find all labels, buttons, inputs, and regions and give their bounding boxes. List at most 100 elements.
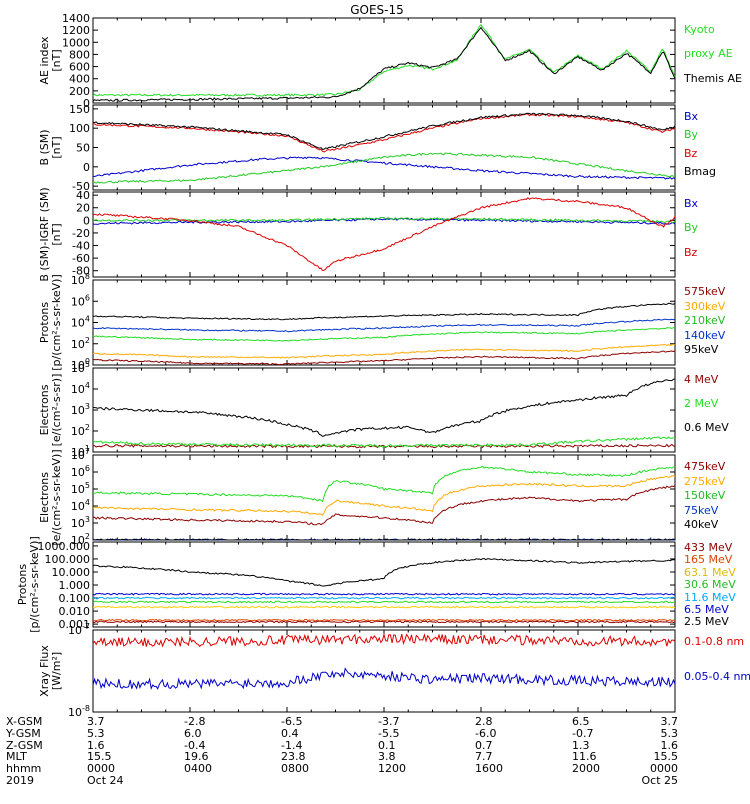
legend-entry: Bz [684,245,698,259]
series-line [92,436,676,448]
series-line [92,156,676,180]
legend-entry: 140keV [684,328,726,342]
y-tick-label: -40 [72,240,90,253]
legend-entry: 275keV [684,474,726,488]
y-tick-label: 600 [69,61,90,74]
legend-entry: Bx [684,110,699,123]
legend-entry: 4 MeV [684,373,719,386]
series-line [92,318,676,333]
series-line [92,196,676,272]
panel-protons_mev: 0.0010.0100.1001.00010.000100.0001000.00… [16,536,676,633]
series-line [92,592,676,596]
legend-entry: 575keV [684,285,726,298]
legend-entry: Bmag [684,164,716,178]
legend-entry: By [684,221,699,235]
series-line [92,217,676,225]
y-tick-label: 100 [69,122,90,135]
y-tick-label: 200 [69,85,90,98]
chart-title: GOES-15 [350,3,404,17]
footer-value: 2000 [572,762,600,776]
legend-entry: 0.1-0.8 nm [684,635,745,648]
footer-value: Oct 25 [641,774,678,787]
legend-entry: 63.1 MeV [684,565,736,579]
y-axis-label: AE index[nT] [38,36,63,85]
footer-value: 6.5 [572,715,590,728]
y-tick-label: 103 [71,402,90,417]
footer-value: 2.8 [475,715,493,728]
y-tick-label: 1000 [62,36,90,49]
y-tick-label: 150 [69,103,90,116]
series-line [92,350,676,366]
y-tick-label: 40 [76,189,90,202]
series-line [92,465,676,503]
legend-entry: 150keV [684,489,726,503]
legend-entry: By [684,128,699,142]
footer-value: -2.8 [184,715,206,728]
panel-frame [92,367,676,453]
y-tick-label: 107 [71,447,90,462]
y-axis-label: Protons[p/(cm²-s-sr-keV)] [16,536,41,633]
series-line [92,113,676,153]
series-line [92,152,676,184]
panel-bsm: -50 0 50 100 150 B (SM)[nT] [38,103,676,193]
series-line [92,475,676,516]
y-axis-label: B (SM)[nT] [38,129,63,165]
y-tick-label: 1400 [62,12,90,25]
legend-entry: 210keV [684,314,726,328]
footer-value: 15.5 [87,750,112,764]
footer-row-label: Z-GSM [6,738,43,752]
footer-value: 5.3 [87,726,105,740]
legend-entry: proxy AE [684,47,733,61]
legend-entry: 165 MeV [684,553,733,567]
footer-value: Oct 24 [87,774,124,787]
series-line [92,484,676,526]
footer-value: -0.4 [184,738,206,752]
y-tick-label: 104 [71,381,90,396]
y-axis-label: B (SM)-IGRF (SM)[nT] [38,187,63,281]
y-tick-label: 1000.000 [38,540,91,553]
legend-entry: Bz [684,146,698,160]
y-axis-label: Electrons[e/(cm²-s-sr)] [38,374,63,447]
y-tick-label: 400 [69,73,90,86]
footer-value: 0000 [87,762,115,776]
y-tick-label: 1200 [62,24,90,37]
y-tick-label: 20 [76,202,90,215]
legend-entry: 40keV [684,518,719,532]
series-line [92,26,676,102]
y-tick-label: 50 [76,142,90,155]
series-line [92,443,676,449]
footer-value: 0.4 [281,726,299,740]
footer-row-label: X-GSM [6,715,43,728]
footer-value: 3.7 [660,715,679,728]
footer-value: 6.0 [184,726,202,740]
y-tick-label: 106 [71,293,90,308]
legend-entry: 2.5 MeV [684,615,729,629]
legend-entry: 11.6 MeV [684,590,736,604]
y-tick-label: -60 [72,252,90,265]
series-line [92,620,676,624]
y-tick-label: 0 [83,161,90,174]
y-tick-label: 108 [71,272,90,287]
y-tick-label: 105 [71,360,90,375]
legend-entry: 475keV [684,460,726,473]
footer-value: -0.7 [572,726,594,740]
series-line [92,605,676,609]
y-tick-label: 102 [71,336,90,351]
series-line [92,112,676,150]
legend-entry: 0.6 MeV [684,421,729,434]
series-line [92,216,676,224]
y-tick-label: 10-7 [68,622,90,637]
series-line [92,557,676,587]
y-tick-label: 0 [83,214,90,227]
footer-value: 5.3 [660,726,679,740]
footer-value: 1200 [378,762,406,776]
footer-value: -5.5 [378,726,400,740]
y-tick-label: 100.000 [45,553,91,566]
footer-value: 1600 [475,762,503,776]
y-axis-label: Xray Flux[W/m²] [38,645,63,697]
footer-value: 7.7 [475,750,493,764]
